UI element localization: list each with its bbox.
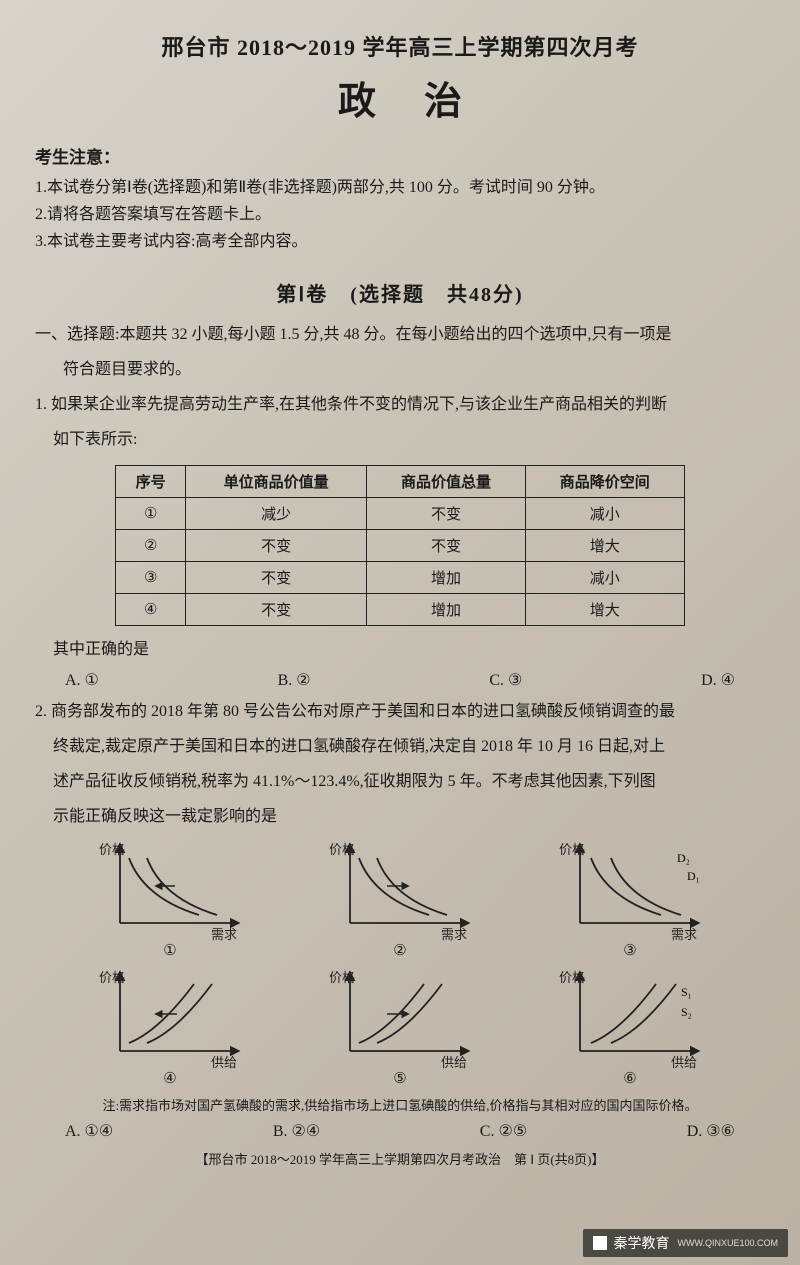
table-cell: ③ (116, 561, 186, 593)
table-row: ④不变增加增大 (116, 593, 684, 625)
table-cell: 增大 (525, 593, 684, 625)
col-0: 序号 (116, 465, 186, 497)
table-cell: 不变 (186, 593, 367, 625)
svg-text:供给: 供给 (671, 1055, 697, 1070)
q1-options: A. ① B. ② C. ③ D. ④ (35, 668, 765, 692)
chart-⑤: 价格供给⑤ (315, 966, 485, 1088)
title-line-1: 邢台市 2018～2019 学年高三上学期第四次月考 (35, 30, 765, 62)
table-row: ①减少不变减小 (116, 497, 684, 529)
charts-row-1: 价格需求① 价格需求② 价格需求D₂D₁③ (55, 838, 745, 960)
table-cell: 减少 (186, 497, 367, 529)
table-cell: 不变 (186, 529, 367, 561)
svg-text:需求: 需求 (211, 927, 237, 942)
chart-③: 价格需求 D₂ D₁ ③ (545, 838, 715, 960)
chart-②: 价格需求② (315, 838, 485, 960)
q2-opt-c: C. ②⑤ (480, 1121, 527, 1141)
q2-options: A. ①④ B. ②④ C. ②⑤ D. ③⑥ (35, 1119, 765, 1143)
svg-text:供给: 供给 (441, 1055, 467, 1070)
svg-text:D₂: D₂ (677, 851, 690, 865)
table-cell: ④ (116, 593, 186, 625)
q1-followup: 其中正确的是 (35, 636, 765, 665)
charts-row-2: 价格供给④ 价格供给⑤ 价格供给S₁S₂⑥ (55, 966, 745, 1088)
chart-①: 价格需求① (85, 838, 255, 960)
watermark-icon (593, 1236, 607, 1250)
chart-number: ⑤ (315, 1069, 485, 1088)
watermark-sub: WWW.QINXUE100.COM (677, 1238, 778, 1248)
svg-text:需求: 需求 (671, 927, 697, 942)
table-cell: 减小 (525, 561, 684, 593)
watermark-brand: 秦学教育 (613, 1233, 669, 1253)
table-cell: 增大 (525, 529, 684, 561)
q1-opt-c: C. ③ (489, 670, 522, 690)
notice-item-1: 1.本试卷分第Ⅰ卷(选择题)和第Ⅱ卷(非选择题)两部分,共 100 分。考试时间… (35, 174, 765, 201)
table-cell: 不变 (186, 561, 367, 593)
q1-table: 序号 单位商品价值量 商品价值总量 商品降价空间 ①减少不变减小②不变不变增大③… (115, 465, 684, 626)
svg-text:价格: 价格 (99, 842, 125, 857)
notice-header: 考生注意： (35, 143, 765, 168)
col-1: 单位商品价值量 (186, 465, 367, 497)
svg-text:价格: 价格 (329, 970, 355, 985)
watermark-badge: 秦学教育 WWW.QINXUE100.COM (583, 1229, 788, 1257)
exam-paper: 邢台市 2018～2019 学年高三上学期第四次月考 政治 考生注意： 1.本试… (35, 30, 765, 1168)
col-3: 商品降价空间 (525, 465, 684, 497)
q2-text-l2: 终裁定,裁定原产于美国和日本的进口氢碘酸存在倾销,决定自 2018 年 10 月… (35, 733, 765, 762)
title-line-2: 政治 (35, 70, 765, 125)
q1-text-l2: 如下表所示: (35, 426, 765, 455)
table-cell: ① (116, 497, 186, 529)
chart-number: ① (85, 941, 255, 960)
q2-opt-d: D. ③⑥ (687, 1121, 735, 1141)
svg-text:D₁: D₁ (687, 869, 700, 883)
section-1-header: 第Ⅰ卷 (选择题 共48分) (35, 278, 765, 307)
svg-text:供给: 供给 (211, 1055, 237, 1070)
chart-number: ⑥ (545, 1069, 715, 1088)
svg-text:价格: 价格 (329, 842, 355, 857)
notice-item-3: 3.本试卷主要考试内容:高考全部内容。 (35, 228, 765, 255)
q1-text-l1: 1. 如果某企业率先提高劳动生产率,在其他条件不变的情况下,与该企业生产商品相关… (35, 391, 765, 420)
q2-opt-b: B. ②④ (273, 1121, 320, 1141)
col-2: 商品价值总量 (367, 465, 526, 497)
svg-text:S₁: S₁ (681, 985, 692, 999)
table-cell: 不变 (367, 497, 526, 529)
chart-④: 价格供给④ (85, 966, 255, 1088)
svg-text:价格: 价格 (99, 970, 125, 985)
q1-opt-a: A. ① (65, 670, 99, 690)
chart-number: ② (315, 941, 485, 960)
chart-⑥: 价格供给 S₁ S₂ ⑥ (545, 966, 715, 1088)
section-1-instruction-l1: 一、选择题:本题共 32 小题,每小题 1.5 分,共 48 分。在每小题给出的… (35, 321, 765, 348)
page-footer: 【邢台市 2018～2019 学年高三上学期第四次月考政治 第 Ⅰ 页(共8页)… (35, 1149, 765, 1168)
q2-text-l1: 2. 商务部发布的 2018 年第 80 号公告公布对原产于美国和日本的进口氢碘… (35, 698, 765, 727)
q2-footnote: 注:需求指市场对国产氢碘酸的需求,供给指市场上进口氢碘酸的供给,价格指与其相对应… (35, 1096, 765, 1116)
svg-text:价格: 价格 (559, 970, 585, 985)
table-cell: ② (116, 529, 186, 561)
svg-text:需求: 需求 (441, 927, 467, 942)
table-cell: 不变 (367, 529, 526, 561)
svg-text:S₂: S₂ (681, 1005, 692, 1019)
q1-opt-d: D. ④ (701, 670, 735, 690)
table-cell: 减小 (525, 497, 684, 529)
q2-text-l3: 述产品征收反倾销税,税率为 41.1%～123.4%,征收期限为 5 年。不考虑… (35, 768, 765, 797)
q2-opt-a: A. ①④ (65, 1121, 113, 1141)
table-row: ②不变不变增大 (116, 529, 684, 561)
table-row: ③不变增加减小 (116, 561, 684, 593)
table-cell: 增加 (367, 593, 526, 625)
q2-text-l4: 示能正确反映这一裁定影响的是 (35, 803, 765, 832)
q1-opt-b: B. ② (278, 670, 311, 690)
chart-number: ④ (85, 1069, 255, 1088)
section-1-instruction-l2: 符合题目要求的。 (35, 356, 765, 383)
table-header-row: 序号 单位商品价值量 商品价值总量 商品降价空间 (116, 465, 684, 497)
notice-item-2: 2.请将各题答案填写在答题卡上。 (35, 201, 765, 228)
table-cell: 增加 (367, 561, 526, 593)
svg-text:价格: 价格 (559, 842, 585, 857)
chart-number: ③ (545, 941, 715, 960)
